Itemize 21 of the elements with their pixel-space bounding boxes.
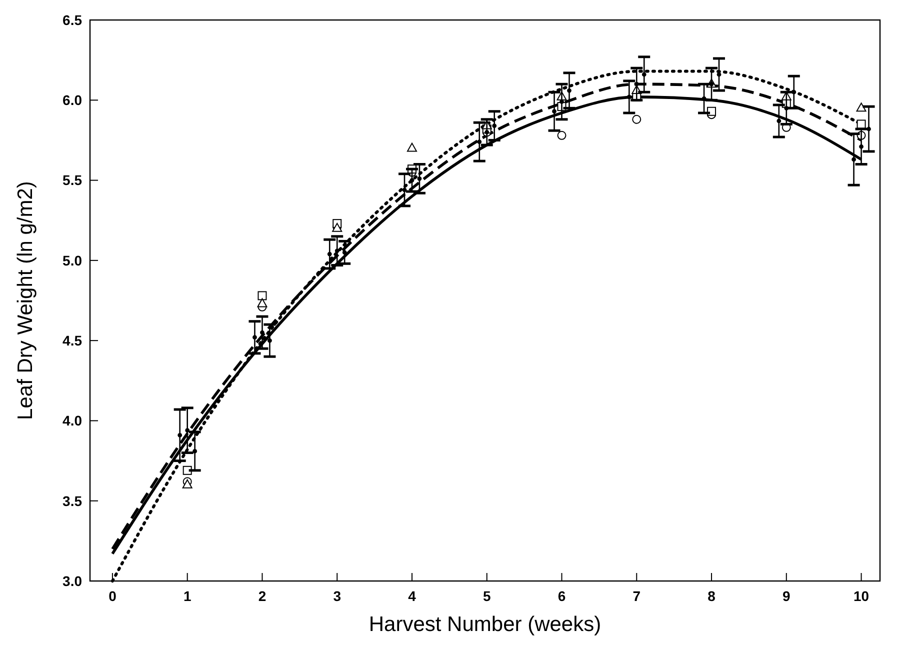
- x-axis-title: Harvest Number (weeks): [368, 613, 602, 636]
- x-tick-label: 0: [108, 588, 117, 604]
- y-tick-label: 6.5: [62, 12, 82, 28]
- x-tick-label: 6: [558, 588, 566, 604]
- y-tick-label: 4.5: [62, 332, 82, 348]
- y-tick-label: 3.0: [62, 572, 82, 589]
- x-tick-label: 8: [708, 588, 716, 604]
- y-tick-label: 6.0: [62, 92, 82, 108]
- x-tick-label: 9: [782, 588, 790, 604]
- x-tick-label: 7: [632, 588, 641, 604]
- x-tick-label: 4: [408, 588, 416, 604]
- x-tick-label: 5: [482, 588, 491, 604]
- y-tick-label: 3.5: [62, 492, 82, 509]
- y-tick-label: 5.0: [62, 252, 82, 268]
- x-tick-label: 1: [183, 588, 192, 604]
- y-tick-label: 4.0: [62, 412, 82, 429]
- y-tick-label: 5.5: [62, 172, 82, 188]
- y-axis-title: Leaf Dry Weight (ln g/m2): [14, 181, 37, 420]
- x-tick-label: 10: [853, 588, 870, 604]
- x-tick-label: 3: [333, 588, 342, 604]
- x-tick-label: 2: [258, 588, 266, 604]
